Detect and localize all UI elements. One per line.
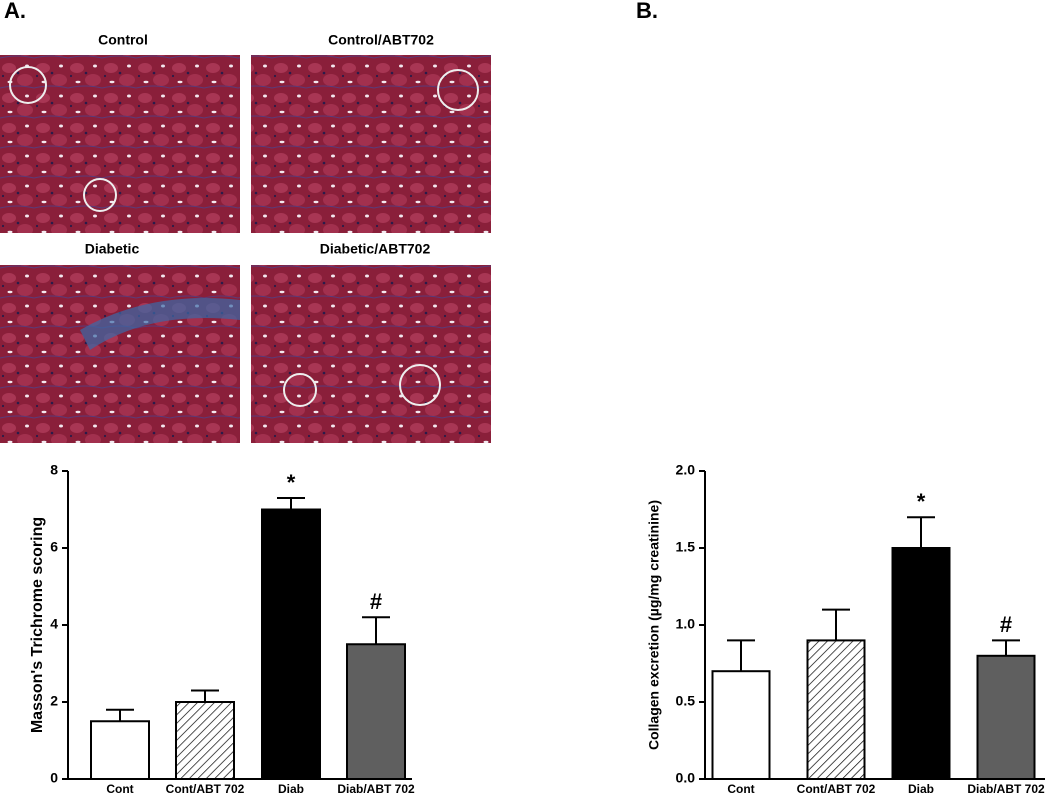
y-tick-label: 0.0 xyxy=(676,770,696,786)
glomerulus xyxy=(83,178,117,212)
y-tick-label: 1.0 xyxy=(676,616,696,632)
y-axis-label: Collagen excretion (µg/mg creatinine) xyxy=(646,500,662,750)
image-label: Control/ABT702 xyxy=(328,32,434,48)
micrograph xyxy=(0,265,240,443)
x-tick-label: Diab/ABT 702 xyxy=(337,782,415,796)
y-tick-label: 1.5 xyxy=(676,539,696,555)
bar xyxy=(175,701,235,780)
bar xyxy=(976,654,1036,780)
y-tick-label: 0.5 xyxy=(676,693,696,709)
fibrosis xyxy=(80,298,240,350)
x-tick-label: Cont xyxy=(106,782,133,796)
bar xyxy=(261,508,321,780)
bar xyxy=(806,639,866,781)
bar xyxy=(90,720,150,780)
y-tick-label: 0 xyxy=(50,770,58,786)
y-tick-label: 4 xyxy=(50,616,58,632)
panel-label: B. xyxy=(636,0,658,23)
x-tick-label: Diab xyxy=(908,782,934,796)
x-tick-label: Diab/ABT 702 xyxy=(967,782,1045,796)
significance-label: * xyxy=(917,489,926,514)
y-tick-label: 2.0 xyxy=(676,462,696,478)
image-label: Control xyxy=(98,32,148,48)
bar xyxy=(891,547,951,780)
bar xyxy=(711,670,771,781)
panel-label: A. xyxy=(4,0,26,23)
micrograph xyxy=(0,55,240,233)
bar xyxy=(346,643,406,780)
micrograph xyxy=(251,265,491,443)
glomerulus xyxy=(437,69,479,111)
x-tick-label: Cont xyxy=(727,782,754,796)
glomerulus xyxy=(399,364,441,406)
image-label: Diabetic xyxy=(85,241,140,257)
x-tick-label: Cont/ABT 702 xyxy=(166,782,245,796)
significance-label: * xyxy=(287,470,296,495)
y-tick-label: 2 xyxy=(50,693,58,709)
y-tick-label: 8 xyxy=(50,462,58,478)
significance-label: # xyxy=(1000,612,1012,637)
glomerulus xyxy=(9,66,47,104)
significance-label: # xyxy=(370,589,382,614)
y-axis-label: Masson's Trichrome scoring xyxy=(29,517,46,733)
micrograph xyxy=(251,55,491,233)
x-tick-label: Cont/ABT 702 xyxy=(797,782,876,796)
x-tick-label: Diab xyxy=(278,782,304,796)
glomerulus xyxy=(283,373,317,407)
image-label: Diabetic/ABT702 xyxy=(320,241,431,257)
y-tick-label: 6 xyxy=(50,539,58,555)
